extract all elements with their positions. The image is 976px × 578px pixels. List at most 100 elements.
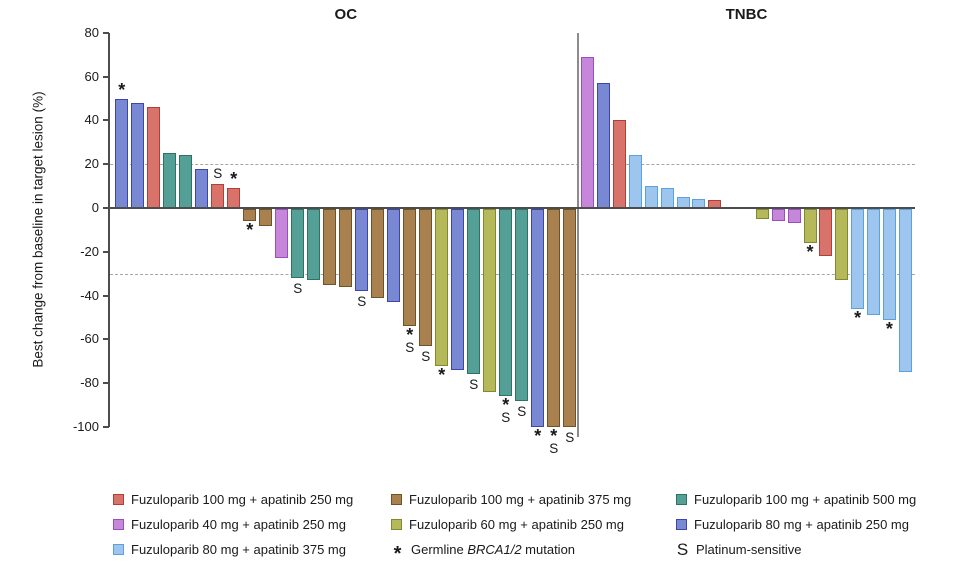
- bar: [259, 209, 273, 226]
- y-axis-line: [108, 32, 110, 427]
- y-tick-mark: [103, 250, 109, 253]
- germline-brca-marker: *: [230, 169, 238, 190]
- marker-stack: S: [421, 348, 431, 364]
- legend-column: Fuzuloparib 100 mg + apatinib 250 mg Fuzu…: [113, 487, 353, 562]
- bar: [515, 209, 529, 401]
- bar: [163, 153, 177, 208]
- bar: [131, 102, 145, 208]
- germline-brca-marker: *: [406, 325, 414, 346]
- legend-label: Fuzuloparib 80 mg + apatinib 250 mg: [694, 517, 909, 532]
- germline-brca-marker: *: [885, 318, 893, 339]
- legend-item-germline-brca: * Germline BRCA1/2 mutation: [391, 537, 631, 564]
- legend-swatch-f100a250: [113, 494, 124, 505]
- marker-stack: *: [854, 309, 861, 327]
- bar: [227, 188, 241, 208]
- marker-stack: *: [885, 318, 893, 339]
- zero-axis-line: [110, 207, 915, 209]
- platinum-sensitive-marker: S: [293, 281, 303, 297]
- y-tick-mark: [103, 119, 109, 122]
- bar: [355, 209, 369, 292]
- bar: [660, 188, 674, 208]
- bar: [547, 209, 561, 427]
- legend-label: Fuzuloparib 100 mg + apatinib 500 mg: [694, 492, 917, 507]
- bar: [435, 209, 449, 366]
- bar: [644, 186, 658, 208]
- bar: [115, 98, 129, 208]
- marker-stack: S: [293, 282, 302, 296]
- bar: [755, 209, 769, 219]
- legend-label: Fuzuloparib 40 mg + apatinib 250 mg: [131, 517, 346, 532]
- y-tick-label: -20: [80, 243, 99, 259]
- marker-stack: * S: [405, 325, 414, 355]
- bar: [898, 209, 912, 373]
- legend-swatch-f100a375: [391, 494, 402, 505]
- marker-stack: * S: [549, 427, 559, 456]
- y-tick-mark: [103, 163, 109, 166]
- bar: [147, 107, 161, 208]
- reference-line: [110, 164, 915, 166]
- marker-stack: S: [469, 378, 478, 392]
- legend-item-f100a500: Fuzuloparib 100 mg + apatinib 500 mg: [676, 487, 916, 512]
- panel-title-oc: OC: [334, 6, 358, 23]
- y-tick-mark: [103, 338, 109, 341]
- y-tick-label: -40: [80, 287, 99, 303]
- germline-brca-marker: *: [806, 242, 814, 263]
- bar: [787, 209, 801, 224]
- y-tick-mark: [103, 31, 109, 34]
- marker-stack: S: [565, 431, 574, 445]
- legend-swatch-f60a250: [391, 519, 402, 530]
- legend-item-f80a250: Fuzuloparib 80 mg + apatinib 250 mg: [676, 512, 916, 537]
- panel-title-tnbc: TNBC: [725, 6, 768, 23]
- legend-column: Fuzuloparib 100 mg + apatinib 500 mg Fuzu…: [676, 487, 916, 562]
- bar: [179, 155, 193, 208]
- germline-brca-marker: *: [118, 79, 126, 100]
- bar: [563, 209, 577, 427]
- platinum-sensitive-marker: S: [421, 348, 431, 364]
- bar: [243, 209, 257, 222]
- y-tick-label: 0: [91, 200, 99, 215]
- platinum-sensitive-marker: S: [549, 441, 559, 456]
- bar: [803, 209, 817, 244]
- bar: [483, 209, 497, 392]
- platinum-sensitive-marker: S: [469, 377, 479, 393]
- legend-item-f100a375: Fuzuloparib 100 mg + apatinib 375 mg: [391, 487, 631, 512]
- bar: [451, 209, 465, 371]
- y-tick-label: -100: [72, 419, 99, 434]
- germline-brca-marker: *: [246, 220, 254, 241]
- bar: [771, 209, 785, 222]
- platinum-sensitive-marker: S: [517, 403, 527, 419]
- bar: [275, 209, 289, 259]
- bar: [291, 209, 305, 279]
- bar: [339, 209, 353, 287]
- y-tick-label: 80: [84, 24, 99, 40]
- marker-stack: *: [230, 169, 238, 190]
- bar: [499, 209, 513, 397]
- bar: [531, 209, 545, 427]
- marker-stack: S: [213, 166, 222, 181]
- bar: [387, 209, 401, 303]
- marker-stack: S: [357, 295, 366, 309]
- marker-stack: * S: [501, 396, 510, 425]
- bar: [195, 168, 209, 208]
- bar: [819, 209, 833, 257]
- bar: [371, 209, 385, 298]
- legend-label: Fuzuloparib 80 mg + apatinib 375 mg: [131, 542, 346, 557]
- germline-brca-marker: *: [534, 426, 542, 446]
- panel-divider: [577, 32, 579, 437]
- marker-stack: *: [118, 79, 126, 100]
- s-symbol: S: [676, 540, 689, 559]
- legend-label: Platinum-sensitive: [696, 542, 802, 557]
- legend-swatch-f100a500: [676, 494, 687, 505]
- y-tick-label: 20: [84, 156, 99, 172]
- legend-item-platinum-sensitive: S Platinum-sensitive: [676, 537, 916, 562]
- bar: [403, 209, 417, 327]
- legend-column: Fuzuloparib 100 mg + apatinib 375 mg Fuzu…: [391, 487, 631, 564]
- bar: [628, 155, 642, 208]
- bar: [597, 83, 611, 208]
- bar: [467, 209, 481, 375]
- bar: [211, 183, 225, 208]
- legend-label: Fuzuloparib 60 mg + apatinib 250 mg: [409, 517, 624, 532]
- marker-stack: S: [517, 403, 527, 419]
- y-tick-label: 60: [84, 68, 99, 84]
